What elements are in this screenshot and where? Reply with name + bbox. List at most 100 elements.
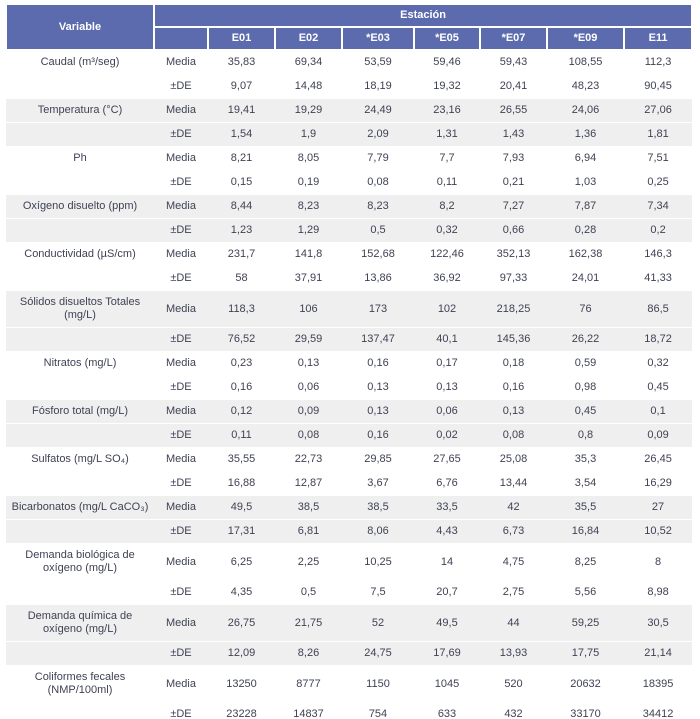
value-cell: 162,38 bbox=[547, 242, 624, 267]
value-cell: 0,45 bbox=[547, 399, 624, 424]
value-cell: 24,75 bbox=[342, 641, 414, 666]
value-cell: 8 bbox=[624, 543, 693, 581]
value-cell: 33,5 bbox=[414, 495, 480, 520]
value-cell: 6,73 bbox=[480, 519, 547, 544]
variable-cell: Bicarbonatos (mg/L CaCO₃) bbox=[6, 495, 154, 520]
table-row-de: ±DE 12,09 8,26 24,75 17,69 13,93 17,75 21,14 bbox=[6, 641, 693, 666]
value-cell: 2,25 bbox=[275, 543, 342, 581]
value-cell: 0,08 bbox=[342, 170, 414, 195]
value-cell: 146,3 bbox=[624, 242, 693, 267]
value-cell: 24,06 bbox=[547, 98, 624, 123]
value-cell: 8777 bbox=[275, 665, 342, 703]
value-cell: 25,08 bbox=[480, 447, 547, 472]
stat-label-de: ±DE bbox=[154, 641, 208, 666]
value-cell: 33170 bbox=[547, 702, 624, 719]
value-cell: 137,47 bbox=[342, 327, 414, 352]
stat-label-de: ±DE bbox=[154, 170, 208, 195]
value-cell: 1,03 bbox=[547, 170, 624, 195]
value-cell: 218,25 bbox=[480, 290, 547, 328]
variable-cell: Oxígeno disuelto (ppm) bbox=[6, 194, 154, 219]
table-row-de: ±DE 17,31 6,81 8,06 4,43 6,73 16,84 10,52 bbox=[6, 519, 693, 544]
table-header: Variable Estación E01 E02 *E03 *E05 *E07 *E09… bbox=[5, 3, 694, 51]
table-row-de: ±DE 1,23 1,29 0,5 0,32 0,66 0,28 0,2 bbox=[6, 218, 693, 243]
value-cell: 20632 bbox=[547, 665, 624, 703]
value-cell: 14,48 bbox=[275, 74, 342, 99]
value-cell: 1,31 bbox=[414, 122, 480, 147]
table-row-de: ±DE 0,16 0,06 0,13 0,13 0,16 0,98 0,45 bbox=[6, 375, 693, 400]
table-row-media: Fósforo total (mg/L) Media 0,12 0,09 0,13 0,0… bbox=[6, 399, 693, 424]
table-row-media: Sulfatos (mg/L SO₄) Media 35,55 22,73 29,85 2… bbox=[6, 447, 693, 472]
table-row-media: Ph Media 8,21 8,05 7,79 7,7 7,93 6,94 7,51 bbox=[6, 146, 693, 171]
value-cell: 7,7 bbox=[414, 146, 480, 171]
value-cell: 13,86 bbox=[342, 266, 414, 291]
value-cell: 26,55 bbox=[480, 98, 547, 123]
value-cell: 6,81 bbox=[275, 519, 342, 544]
value-cell: 0,28 bbox=[547, 218, 624, 243]
value-cell: 0,17 bbox=[414, 351, 480, 376]
station-header-e09: *E09 bbox=[546, 26, 625, 51]
value-cell: 21,75 bbox=[275, 604, 342, 642]
value-cell: 7,93 bbox=[480, 146, 547, 171]
value-cell: 27,06 bbox=[624, 98, 693, 123]
value-cell: 86,5 bbox=[624, 290, 693, 328]
variable-cell: Nitratos (mg/L) bbox=[6, 351, 154, 376]
value-cell: 20,41 bbox=[480, 74, 547, 99]
variable-cell: Sólidos disueltos Totales (mg/L) bbox=[6, 290, 154, 328]
value-cell: 118,3 bbox=[208, 290, 275, 328]
value-cell: 18395 bbox=[624, 665, 693, 703]
value-cell: 0,23 bbox=[208, 351, 275, 376]
value-cell: 58 bbox=[208, 266, 275, 291]
value-cell: 102 bbox=[414, 290, 480, 328]
value-cell: 19,41 bbox=[208, 98, 275, 123]
table-row-de: ±DE 23228 14837 754 633 432 33170 34412 bbox=[6, 702, 693, 719]
value-cell: 13,44 bbox=[480, 471, 547, 496]
station-header-e07: *E07 bbox=[479, 26, 548, 51]
value-cell: 26,75 bbox=[208, 604, 275, 642]
table-row-media: Oxígeno disuelto (ppm) Media 8,44 8,23 8,23 8… bbox=[6, 194, 693, 219]
value-cell: 40,1 bbox=[414, 327, 480, 352]
value-cell: 6,94 bbox=[547, 146, 624, 171]
value-cell: 0,06 bbox=[275, 375, 342, 400]
value-cell: 49,5 bbox=[414, 604, 480, 642]
value-cell: 7,27 bbox=[480, 194, 547, 219]
stat-label-media: Media bbox=[154, 146, 208, 171]
variable-cell: Demanda química de oxígeno (mg/L) bbox=[6, 604, 154, 642]
value-cell: 0,59 bbox=[547, 351, 624, 376]
value-cell: 9,07 bbox=[208, 74, 275, 99]
value-cell: 0,19 bbox=[275, 170, 342, 195]
value-cell: 4,43 bbox=[414, 519, 480, 544]
value-cell: 0,13 bbox=[480, 399, 547, 424]
value-cell: 13250 bbox=[208, 665, 275, 703]
variable-cell: Caudal (m³/seg) bbox=[6, 50, 154, 75]
value-cell: 231,7 bbox=[208, 242, 275, 267]
table-row-de: ±DE 0,11 0,08 0,16 0,02 0,08 0,8 0,09 bbox=[6, 423, 693, 448]
stat-label-media: Media bbox=[154, 290, 208, 328]
value-cell: 0,98 bbox=[547, 375, 624, 400]
table-row-media: Coliformes fecales (NMP/100ml) Media 13250… bbox=[6, 665, 693, 703]
table-row-de: ±DE 4,35 0,5 7,5 20,7 2,75 5,56 8,98 bbox=[6, 580, 693, 605]
value-cell: 352,13 bbox=[480, 242, 547, 267]
stat-label-media: Media bbox=[154, 447, 208, 472]
stat-label-de: ±DE bbox=[154, 266, 208, 291]
value-cell: 0,66 bbox=[480, 218, 547, 243]
variable-cell-spacer bbox=[6, 471, 154, 496]
value-cell: 2,09 bbox=[342, 122, 414, 147]
value-cell: 1,43 bbox=[480, 122, 547, 147]
value-cell: 8,21 bbox=[208, 146, 275, 171]
variable-cell: Sulfatos (mg/L SO₄) bbox=[6, 447, 154, 472]
value-cell: 0,11 bbox=[208, 423, 275, 448]
variable-cell-spacer bbox=[6, 641, 154, 666]
value-cell: 8,44 bbox=[208, 194, 275, 219]
stat-label-de: ±DE bbox=[154, 122, 208, 147]
variable-cell-spacer bbox=[6, 519, 154, 544]
value-cell: 17,31 bbox=[208, 519, 275, 544]
value-cell: 26,22 bbox=[547, 327, 624, 352]
value-cell: 0,06 bbox=[414, 399, 480, 424]
value-cell: 35,83 bbox=[208, 50, 275, 75]
table-row-media: Sólidos disueltos Totales (mg/L) Media 118… bbox=[6, 290, 693, 328]
value-cell: 22,73 bbox=[275, 447, 342, 472]
value-cell: 8,06 bbox=[342, 519, 414, 544]
stat-label-de: ±DE bbox=[154, 580, 208, 605]
stat-label-media: Media bbox=[154, 604, 208, 642]
